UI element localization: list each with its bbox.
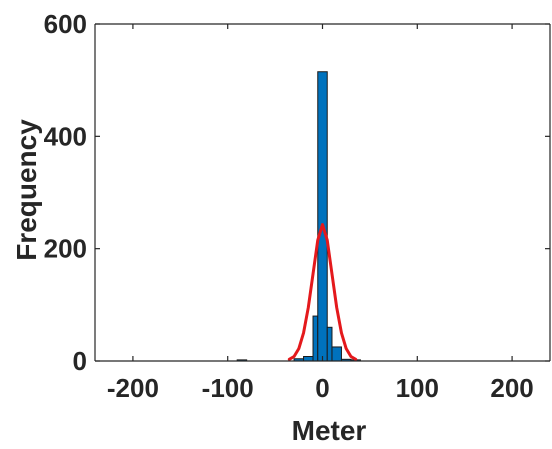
x-tick-label: 0 [315,373,329,403]
histogram-bar [326,326,333,362]
y-tick-label: 400 [44,121,87,151]
x-tick-label: 200 [490,373,533,403]
y-tick-label: 600 [44,9,87,39]
x-tick-label: -100 [202,373,254,403]
plot-area [94,23,551,362]
y-axis-ticks: 0 200 400 600 [44,9,550,376]
x-tick-label: 100 [396,373,439,403]
x-tick-label: -200 [107,373,159,403]
y-tick-label: 200 [44,234,87,264]
fit-curve-line [287,223,358,361]
histogram-bar [303,356,314,362]
histogram-bar [312,315,319,362]
x-axis-label: Meter [292,415,367,444]
histogram-bar [331,346,342,362]
y-axis-label: Frequency [11,119,42,261]
histogram-bar [317,71,328,362]
x-axis-ticks: -200 -100 0 100 200 [107,24,534,403]
y-tick-label: 0 [73,346,87,376]
